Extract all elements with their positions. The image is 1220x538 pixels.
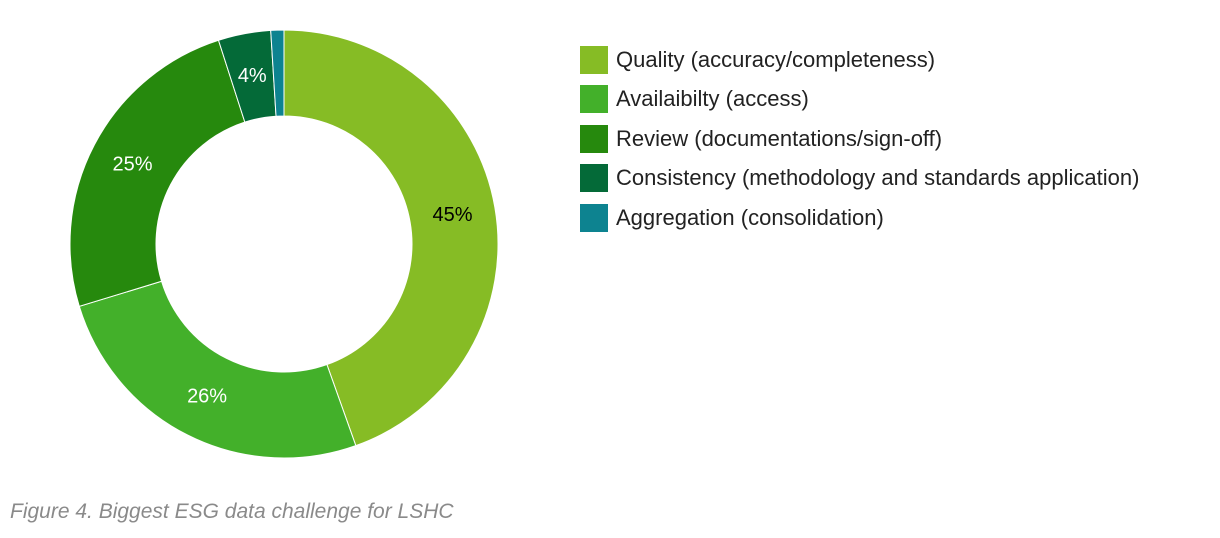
slice-quality: [283, 29, 499, 447]
legend-item: Review (documentations/sign-off): [580, 119, 1139, 159]
legend-label-consistency: Consistency (methodology and standards a…: [616, 165, 1140, 191]
slice-label-availaibilty: 26%: [187, 386, 227, 408]
legend-label-review: Review (documentations/sign-off): [616, 125, 943, 151]
figure-caption: Figure 4. Biggest ESG data challenge for…: [10, 500, 454, 523]
legend-swatch-availability: [580, 85, 608, 114]
legend-label-quality: Quality (accuracy/completeness): [616, 46, 936, 72]
legend-label-availability: Availaibilty (access): [616, 86, 809, 112]
legend-item: Quality (accuracy/completeness): [580, 40, 1139, 80]
slice-aggregation: [270, 29, 285, 117]
legend-swatch-consistency: [580, 164, 608, 193]
legend-swatch-aggregation: [580, 203, 608, 232]
legend-item: Aggregation (consolidation): [580, 198, 1139, 238]
legend-item: Consistency (methodology and standards a…: [580, 159, 1139, 199]
legend-item: Availaibilty (access): [580, 80, 1139, 120]
slice-label-consistency: 4%: [238, 65, 267, 87]
legend-label-aggregation: Aggregation (consolidation): [616, 204, 884, 230]
legend-swatch-quality: [580, 45, 608, 74]
slice-label-quality: 45%: [432, 204, 472, 226]
legend-swatch-review: [580, 124, 608, 153]
slice-review: [69, 39, 246, 307]
slice-availaibilty: [78, 280, 357, 459]
legend: Quality (accuracy/completeness) Availaib…: [580, 40, 1139, 238]
slice-label-review: 25%: [112, 154, 152, 176]
